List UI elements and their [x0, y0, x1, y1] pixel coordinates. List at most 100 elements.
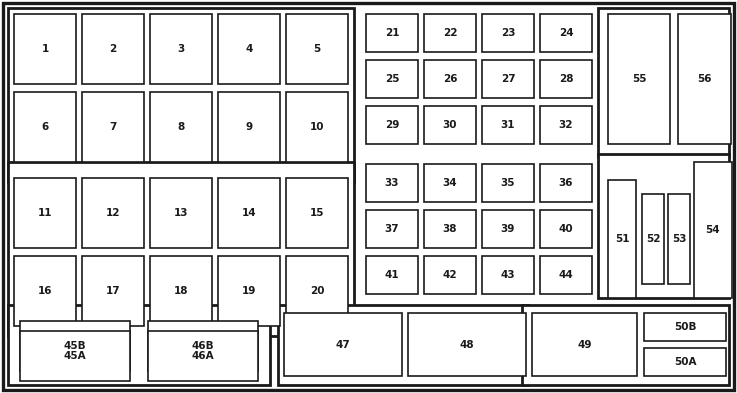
Text: 54: 54: [706, 225, 720, 235]
Text: 23: 23: [500, 28, 515, 38]
Bar: [218, 178, 280, 248]
Bar: [14, 178, 76, 248]
Bar: [642, 194, 664, 284]
Text: 26: 26: [443, 74, 457, 84]
Text: 21: 21: [385, 28, 399, 38]
Bar: [608, 180, 636, 298]
Text: 45B: 45B: [63, 341, 86, 351]
Text: 30: 30: [443, 120, 457, 130]
Bar: [218, 256, 280, 326]
Text: 29: 29: [385, 120, 399, 130]
Bar: [366, 60, 418, 98]
Bar: [424, 256, 476, 294]
Text: 56: 56: [697, 74, 712, 84]
Text: 25: 25: [385, 74, 399, 84]
Text: 27: 27: [500, 74, 515, 84]
Bar: [150, 14, 212, 84]
Text: 10: 10: [310, 122, 324, 132]
Bar: [218, 14, 280, 84]
Text: 36: 36: [559, 178, 573, 188]
Bar: [14, 14, 76, 84]
Text: 42: 42: [443, 270, 458, 280]
Text: 51: 51: [615, 234, 629, 244]
Bar: [286, 92, 348, 162]
Text: 46B: 46B: [192, 341, 214, 351]
Bar: [522, 305, 729, 385]
Text: 44: 44: [559, 270, 573, 280]
Text: 28: 28: [559, 74, 573, 84]
Bar: [540, 164, 592, 202]
Text: 15: 15: [310, 208, 324, 218]
Bar: [598, 8, 729, 156]
Bar: [540, 60, 592, 98]
Bar: [366, 256, 418, 294]
Bar: [482, 106, 534, 144]
Text: 7: 7: [109, 122, 116, 132]
Text: 3: 3: [178, 44, 185, 54]
Bar: [218, 92, 280, 162]
Text: 50A: 50A: [674, 357, 696, 367]
Bar: [284, 313, 402, 376]
Text: 35: 35: [500, 178, 515, 188]
Bar: [286, 256, 348, 326]
Text: 6: 6: [41, 122, 49, 132]
Text: 19: 19: [242, 286, 256, 296]
Text: 22: 22: [443, 28, 457, 38]
Bar: [82, 178, 144, 248]
Text: 31: 31: [500, 120, 515, 130]
Text: 16: 16: [38, 286, 52, 296]
Text: 12: 12: [105, 208, 120, 218]
Text: 49: 49: [577, 340, 592, 349]
Text: 46A: 46A: [192, 351, 214, 361]
Bar: [644, 348, 726, 376]
Bar: [482, 164, 534, 202]
Bar: [148, 321, 258, 371]
Bar: [532, 313, 637, 376]
Bar: [20, 331, 130, 381]
Text: 52: 52: [646, 234, 660, 244]
Bar: [366, 14, 418, 52]
Bar: [482, 256, 534, 294]
Bar: [540, 14, 592, 52]
Text: 17: 17: [105, 286, 120, 296]
Bar: [482, 210, 534, 248]
Text: 47: 47: [335, 340, 350, 349]
Bar: [408, 313, 526, 376]
Bar: [8, 305, 270, 385]
Text: 48: 48: [460, 340, 475, 349]
Bar: [694, 162, 732, 298]
Text: 2: 2: [109, 44, 116, 54]
Text: 53: 53: [671, 234, 686, 244]
Text: 38: 38: [443, 224, 457, 234]
Text: 24: 24: [559, 28, 573, 38]
Bar: [424, 106, 476, 144]
Bar: [286, 14, 348, 84]
Bar: [150, 256, 212, 326]
Text: 4: 4: [245, 44, 253, 54]
Text: 39: 39: [501, 224, 515, 234]
Text: 55: 55: [632, 74, 646, 84]
Bar: [286, 178, 348, 248]
Text: 5: 5: [313, 44, 321, 54]
Bar: [540, 106, 592, 144]
Text: 43: 43: [500, 270, 515, 280]
Bar: [8, 162, 354, 336]
Bar: [8, 8, 354, 182]
Bar: [424, 210, 476, 248]
Text: 9: 9: [245, 122, 253, 132]
Text: 37: 37: [385, 224, 399, 234]
Bar: [278, 305, 528, 385]
Text: 8: 8: [178, 122, 185, 132]
Bar: [82, 92, 144, 162]
Text: 11: 11: [38, 208, 52, 218]
Bar: [424, 14, 476, 52]
Bar: [20, 321, 130, 371]
Bar: [644, 313, 726, 341]
Text: 20: 20: [310, 286, 324, 296]
Bar: [482, 14, 534, 52]
Bar: [678, 14, 731, 144]
Text: 13: 13: [174, 208, 188, 218]
Bar: [668, 194, 690, 284]
Bar: [424, 164, 476, 202]
Text: 1: 1: [41, 44, 49, 54]
